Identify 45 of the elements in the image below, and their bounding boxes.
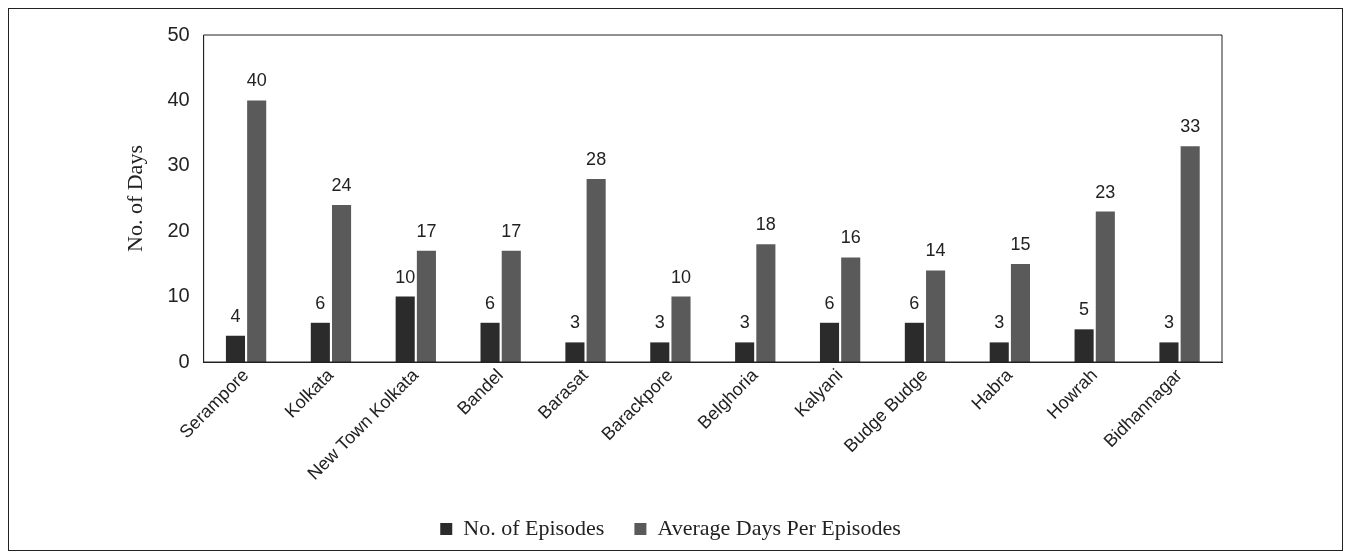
y-tick-label: 0 — [178, 349, 190, 372]
y-tick-label: 40 — [167, 87, 190, 110]
bar — [501, 250, 521, 363]
data-label: 3 — [569, 312, 580, 333]
data-label: 18 — [755, 214, 776, 235]
legend-label: Average Days Per Episodes — [657, 514, 901, 540]
bar — [841, 257, 861, 363]
y-tick-label: 10 — [167, 284, 190, 307]
data-label: 6 — [485, 292, 496, 313]
bar — [756, 244, 776, 363]
data-label: 14 — [925, 240, 946, 261]
bar — [671, 296, 691, 363]
data-label: 23 — [1095, 181, 1116, 202]
data-label: 6 — [824, 292, 835, 313]
data-label: 4 — [230, 305, 241, 326]
y-tick-label: 30 — [167, 153, 190, 176]
data-label: 3 — [994, 312, 1005, 333]
data-label: 10 — [670, 266, 692, 287]
bar — [332, 205, 352, 363]
data-label: 3 — [1163, 312, 1174, 333]
data-label: 3 — [654, 312, 665, 333]
data-label: 28 — [586, 148, 607, 169]
data-label: 15 — [1010, 233, 1031, 254]
data-label: 5 — [1079, 299, 1090, 320]
y-tick-label: 20 — [167, 218, 190, 241]
y-axis-title: No. of Days — [121, 145, 147, 252]
bar — [1010, 263, 1030, 363]
bar — [926, 270, 946, 363]
bar — [247, 100, 267, 363]
bar — [416, 250, 436, 363]
data-label: 17 — [501, 220, 522, 241]
data-label: 6 — [315, 292, 326, 313]
data-label: 40 — [246, 70, 267, 91]
bar — [586, 178, 606, 363]
bar — [1180, 146, 1200, 363]
data-label: 3 — [739, 312, 750, 333]
bar — [1095, 211, 1115, 363]
legend-label: No. of Episodes — [463, 514, 605, 540]
data-label: 33 — [1180, 116, 1201, 137]
data-label: 16 — [840, 227, 861, 248]
data-label: 24 — [331, 175, 352, 196]
data-label: 17 — [416, 220, 437, 241]
data-label: 6 — [909, 292, 920, 313]
y-tick-label: 50 — [167, 22, 190, 45]
data-label: 10 — [395, 266, 416, 287]
